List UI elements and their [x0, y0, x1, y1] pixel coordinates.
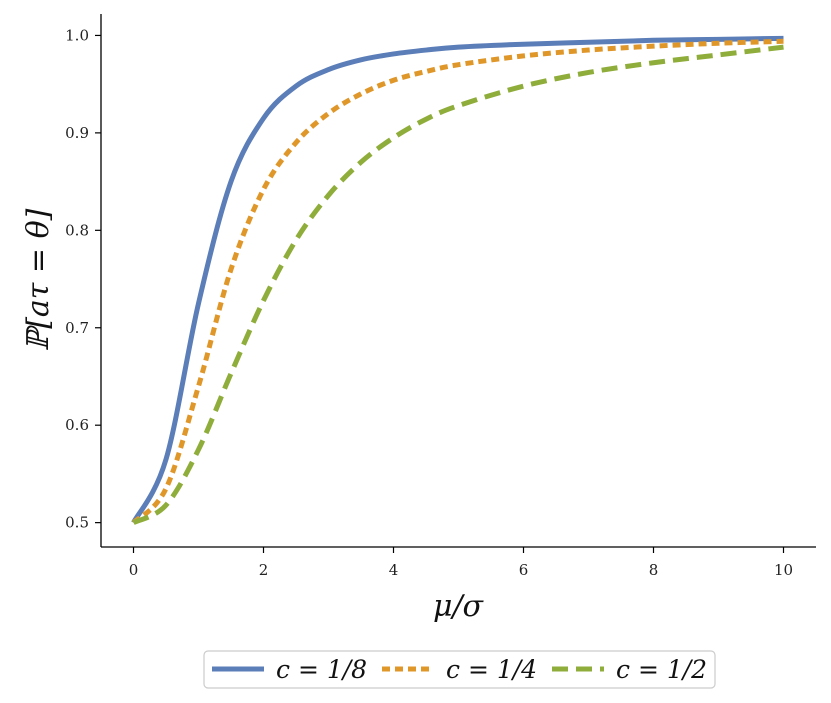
legend-label-2: c = 1/4 [446, 655, 537, 684]
legend-label-3: c = 1/2 [616, 655, 707, 684]
y-ticks: 0.5 0.6 0.7 0.8 0.9 1.0 [65, 26, 101, 532]
y-axis-label: ℙ[aτ = θ] [21, 208, 56, 351]
series-line-2 [131, 38, 784, 525]
legend-label-1: c = 1/8 [276, 655, 367, 684]
y-tick-label: 1.0 [65, 26, 89, 44]
y-tick-label: 0.7 [65, 319, 89, 337]
y-tick-label: 0.8 [65, 221, 89, 239]
series-line-3 [132, 44, 784, 525]
y-tick-label: 0.9 [65, 124, 89, 142]
x-ticks: 0 2 4 6 8 10 [129, 547, 793, 579]
x-tick-label: 4 [389, 561, 399, 579]
x-tick-label: 0 [129, 561, 139, 579]
x-axis-label: μ/σ [433, 589, 485, 624]
plot-area [131, 35, 784, 525]
y-tick-label: 0.5 [65, 514, 89, 532]
x-tick-label: 2 [259, 561, 269, 579]
y-tick-label: 0.6 [65, 416, 89, 434]
series-line-1 [131, 35, 784, 524]
legend-box [203, 650, 716, 689]
x-tick-label: 6 [519, 561, 529, 579]
x-tick-label: 10 [774, 561, 793, 579]
x-tick-label: 8 [649, 561, 659, 579]
legend: c = 1/8 c = 1/4 c = 1/2 [203, 650, 716, 689]
axes [100, 14, 816, 548]
